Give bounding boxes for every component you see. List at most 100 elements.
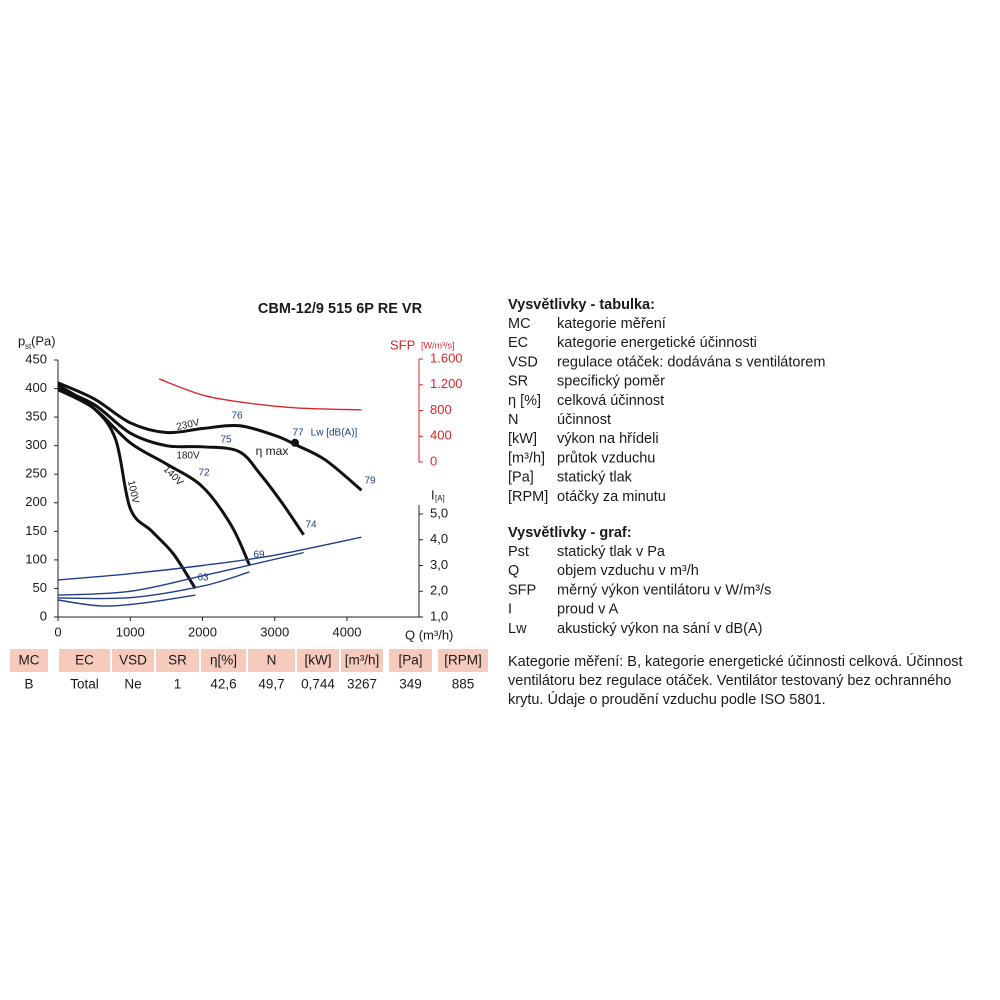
table-header: η[%] (210, 653, 237, 668)
table-cell: 42,6 (210, 677, 236, 692)
annotation: 75 (220, 435, 232, 446)
table-header-cell (112, 649, 154, 672)
table-header-cell (10, 649, 48, 672)
legend-desc: statický tlak v Pa (557, 544, 666, 560)
table-cell: B (24, 677, 33, 692)
note-line: Kategorie měření: B, kategorie energetic… (508, 653, 963, 670)
y-tick-label: 450 (25, 351, 47, 366)
y-tick-label: 100 (25, 551, 47, 566)
legend-desc: objem vzduchu v m³/h (557, 563, 699, 579)
legend-title: Vysvětlivky - graf: (508, 525, 632, 541)
legend-key: Q (508, 563, 519, 579)
y2-tick-label: 0 (430, 453, 437, 468)
y2-tick-label: 800 (430, 402, 452, 417)
series-line (57, 594, 196, 607)
y-axis-label: p (18, 333, 25, 348)
table-header-cell (438, 649, 488, 672)
table-header-cell (156, 649, 199, 672)
annotation: 69 (253, 550, 265, 561)
table-header-cell (389, 649, 432, 672)
y-tick-label: 300 (25, 437, 47, 452)
y2-tick-label: 400 (430, 428, 452, 443)
series-line (57, 383, 197, 590)
legend-desc: regulace otáček: dodávána s ventilátorem (557, 354, 825, 370)
x-tick-label: 4000 (333, 624, 362, 639)
y3-tick-label: 5,0 (430, 505, 448, 520)
y-tick-label: 350 (25, 409, 47, 424)
legend-key: η [%] (508, 393, 541, 409)
series-line (57, 551, 304, 596)
series-line (158, 378, 362, 411)
legend-desc: účinnost (557, 412, 611, 428)
y3-axis-label-unit: [A] (435, 494, 445, 503)
table-header: [kW] (305, 653, 332, 668)
table-header-cell (297, 649, 339, 672)
legend-desc: statický tlak (557, 470, 633, 486)
legend-desc: kategorie měření (557, 316, 666, 332)
y-tick-label: 250 (25, 466, 47, 481)
y2-axis-label: SFP (390, 337, 415, 352)
table-cell: Ne (124, 677, 141, 692)
series-line (57, 571, 250, 600)
legend-key: SR (508, 374, 528, 390)
legend-desc: specifický poměr (557, 374, 665, 390)
annotation: η max (256, 444, 289, 458)
x-tick-label: 1000 (116, 624, 145, 639)
note-line: ventilátoru bez regulace otáček. Ventilá… (508, 673, 951, 689)
legend-desc: otáčky za minutu (557, 489, 666, 505)
table-cell: 349 (399, 677, 422, 692)
x-tick-label: 0 (54, 624, 61, 639)
curve-label: 140V (161, 464, 186, 489)
legend-key: [kW] (508, 431, 537, 447)
x-axis-label: Q (m³/h) (405, 627, 453, 642)
table-header: SR (168, 653, 187, 668)
legend-key: Pst (508, 544, 529, 560)
table-header: N (267, 653, 277, 668)
table-cell: Total (70, 677, 99, 692)
annotation: 74 (305, 520, 317, 531)
legend-desc: výkon na hřídeli (557, 431, 659, 447)
y3-tick-label: 3,0 (430, 557, 448, 572)
y2-axis-label-unit: [W/m³/s] (421, 340, 455, 350)
legend-key: I (508, 602, 512, 618)
legend-key: SFP (508, 582, 536, 598)
annotation: 63 (197, 573, 209, 584)
note-line: krytu. Údaje o proudění vzduchu podle IS… (508, 691, 826, 708)
annotation: 72 (198, 468, 210, 479)
series-line (57, 387, 305, 536)
x-tick-label: 2000 (188, 624, 217, 639)
table-header-cell (341, 649, 383, 672)
y-tick-label: 150 (25, 523, 47, 538)
y2-tick-label: 1.200 (430, 376, 463, 391)
chart-title: CBM-12/9 515 6P RE VR (258, 301, 423, 317)
legend-key: VSD (508, 354, 538, 370)
table-cell: 49,7 (258, 677, 284, 692)
table-header-cell (59, 649, 110, 672)
series-line (57, 536, 362, 581)
legend-key: EC (508, 335, 528, 351)
table-header: EC (75, 653, 94, 668)
operating-point (290, 438, 299, 447)
table-header: [Pa] (398, 653, 422, 668)
table-header: MC (19, 653, 40, 668)
annotation: Lw [dB(A)] (311, 428, 358, 439)
series-line (57, 388, 251, 566)
legend-key: [m³/h] (508, 450, 545, 466)
legend-desc: proud v A (557, 602, 619, 618)
legend-title: Vysvětlivky - tabulka: (508, 297, 655, 313)
y2-tick-label: 1.600 (430, 350, 463, 365)
table-cell: 885 (452, 677, 475, 692)
curve-label: 230V (175, 417, 200, 433)
table-cell: 3267 (347, 677, 377, 692)
legend-desc: celková účinnost (557, 393, 664, 409)
table-header: [RPM] (444, 653, 482, 668)
table-cell: 1 (174, 677, 182, 692)
y-axis-label-sub: st (25, 342, 32, 351)
legend-key: [Pa] (508, 470, 534, 486)
table-header-cell (248, 649, 295, 672)
table-header: VSD (119, 653, 147, 668)
y3-tick-label: 1,0 (430, 608, 448, 623)
y3-axis-label: I (431, 487, 435, 502)
series-line (57, 381, 363, 492)
